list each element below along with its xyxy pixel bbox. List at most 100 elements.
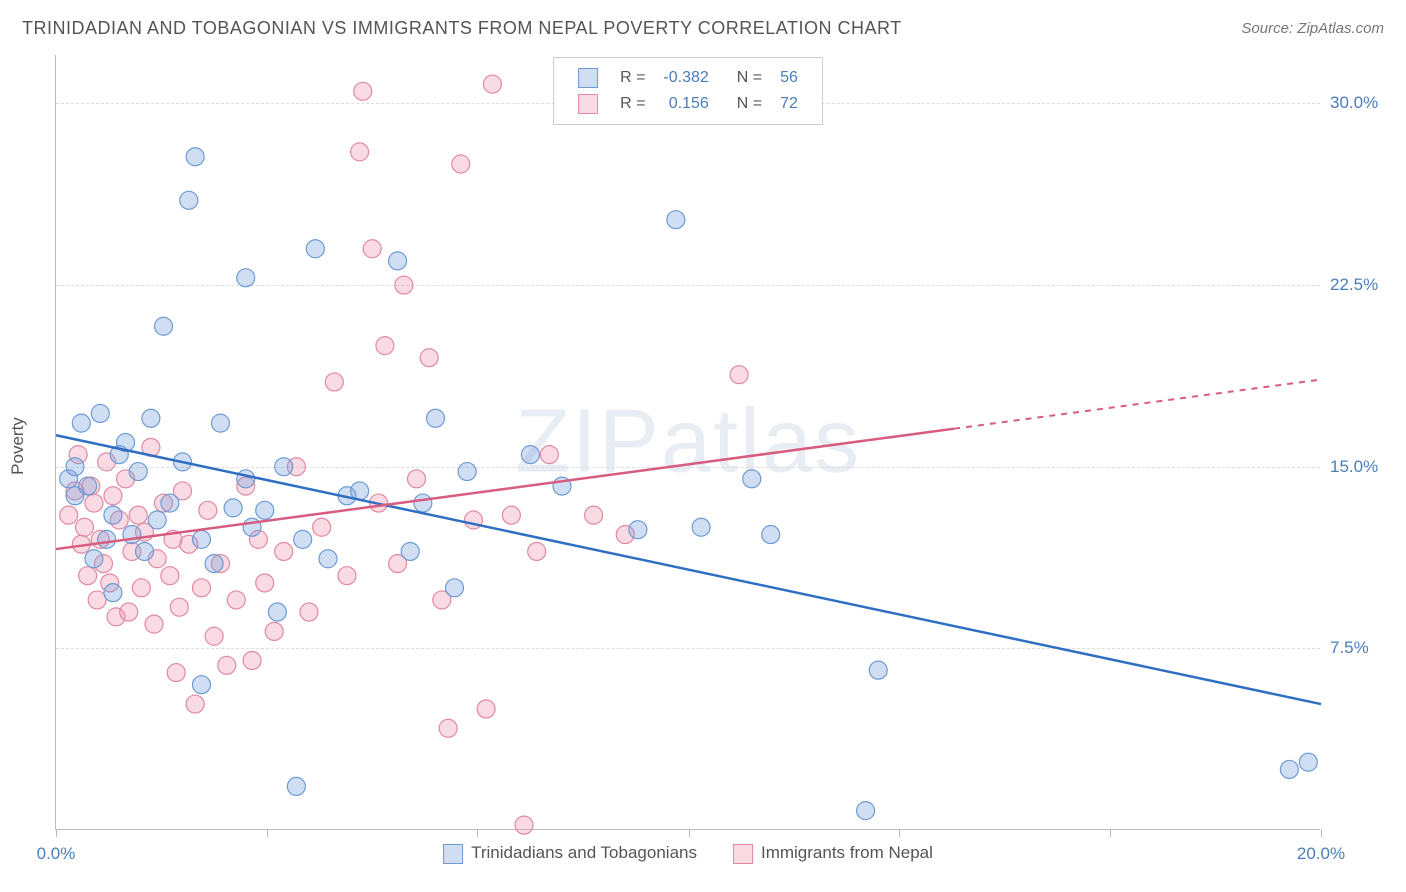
y-tick-label: 22.5% [1330,275,1395,295]
data-point [104,506,122,524]
data-point [585,506,603,524]
x-tick [477,829,478,837]
data-point [521,446,539,464]
data-point [325,373,343,391]
data-point [72,414,90,432]
data-point [205,627,223,645]
x-tick-label: 20.0% [1297,844,1345,864]
legend-row: R =-0.382N =56 [570,66,806,90]
data-point [237,470,255,488]
data-point [129,463,147,481]
data-point [142,409,160,427]
data-point [91,404,109,422]
data-point [227,591,245,609]
data-point [98,530,116,548]
data-point [515,816,533,834]
data-point [186,148,204,166]
data-point [136,542,154,560]
data-point [743,470,761,488]
data-point [667,211,685,229]
plot-area: ZIPatlas 7.5%15.0%22.5%30.0% 0.0%20.0% R… [55,55,1320,830]
y-tick-label: 15.0% [1330,457,1395,477]
data-point [132,579,150,597]
data-point [180,191,198,209]
data-point [389,252,407,270]
data-point [186,695,204,713]
scatter-chart-svg [56,55,1320,829]
data-point [351,143,369,161]
data-point [376,337,394,355]
data-point [857,802,875,820]
data-point [354,82,372,100]
data-point [445,579,463,597]
data-point [275,542,293,560]
data-point [79,477,97,495]
data-point [338,567,356,585]
chart-header: TRINIDADIAN AND TOBAGONIAN VS IMMIGRANTS… [22,18,1384,39]
data-point [199,501,217,519]
series-legend: Trinidadians and Tobagonians Immigrants f… [425,843,951,864]
legend-row: R =0.156N =72 [570,92,806,116]
trend-line-extrapolated [954,380,1321,429]
data-point [730,366,748,384]
x-tick [1321,829,1322,837]
data-point [427,409,445,427]
data-point [692,518,710,536]
data-point [104,487,122,505]
data-point [869,661,887,679]
data-point [148,511,166,529]
data-point [502,506,520,524]
data-point [1280,760,1298,778]
x-tick-label: 0.0% [37,844,76,864]
chart-title: TRINIDADIAN AND TOBAGONIAN VS IMMIGRANTS… [22,18,902,39]
y-axis-label: Poverty [8,417,28,475]
data-point [275,458,293,476]
data-point [420,349,438,367]
y-tick-label: 7.5% [1330,638,1395,658]
data-point [300,603,318,621]
data-point [256,501,274,519]
data-point [287,777,305,795]
data-point [145,615,163,633]
x-tick [56,829,57,837]
correlation-legend: R =-0.382N =56R =0.156N =72 [553,57,823,125]
x-tick [267,829,268,837]
data-point [155,317,173,335]
data-point [170,598,188,616]
data-point [192,579,210,597]
source-link[interactable]: ZipAtlas.com [1297,20,1384,37]
data-point [306,240,324,258]
data-point [408,470,426,488]
data-point [395,276,413,294]
data-point [528,542,546,560]
data-point [243,651,261,669]
data-point [452,155,470,173]
data-point [85,494,103,512]
source-attribution: Source: ZipAtlas.com [1241,20,1384,37]
y-tick-label: 30.0% [1330,93,1395,113]
legend-item: Trinidadians and Tobagonians [443,843,697,862]
data-point [319,550,337,568]
data-point [167,664,185,682]
data-point [161,567,179,585]
data-point [401,542,419,560]
data-point [268,603,286,621]
data-point [1299,753,1317,771]
x-tick [1110,829,1111,837]
data-point [161,494,179,512]
data-point [458,463,476,481]
data-point [85,550,103,568]
data-point [256,574,274,592]
data-point [265,622,283,640]
legend-item: Immigrants from Nepal [733,843,933,862]
data-point [439,719,457,737]
data-point [218,656,236,674]
data-point [762,526,780,544]
data-point [294,530,312,548]
data-point [104,584,122,602]
data-point [192,530,210,548]
data-point [66,458,84,476]
data-point [75,518,93,536]
data-point [129,506,147,524]
data-point [79,567,97,585]
